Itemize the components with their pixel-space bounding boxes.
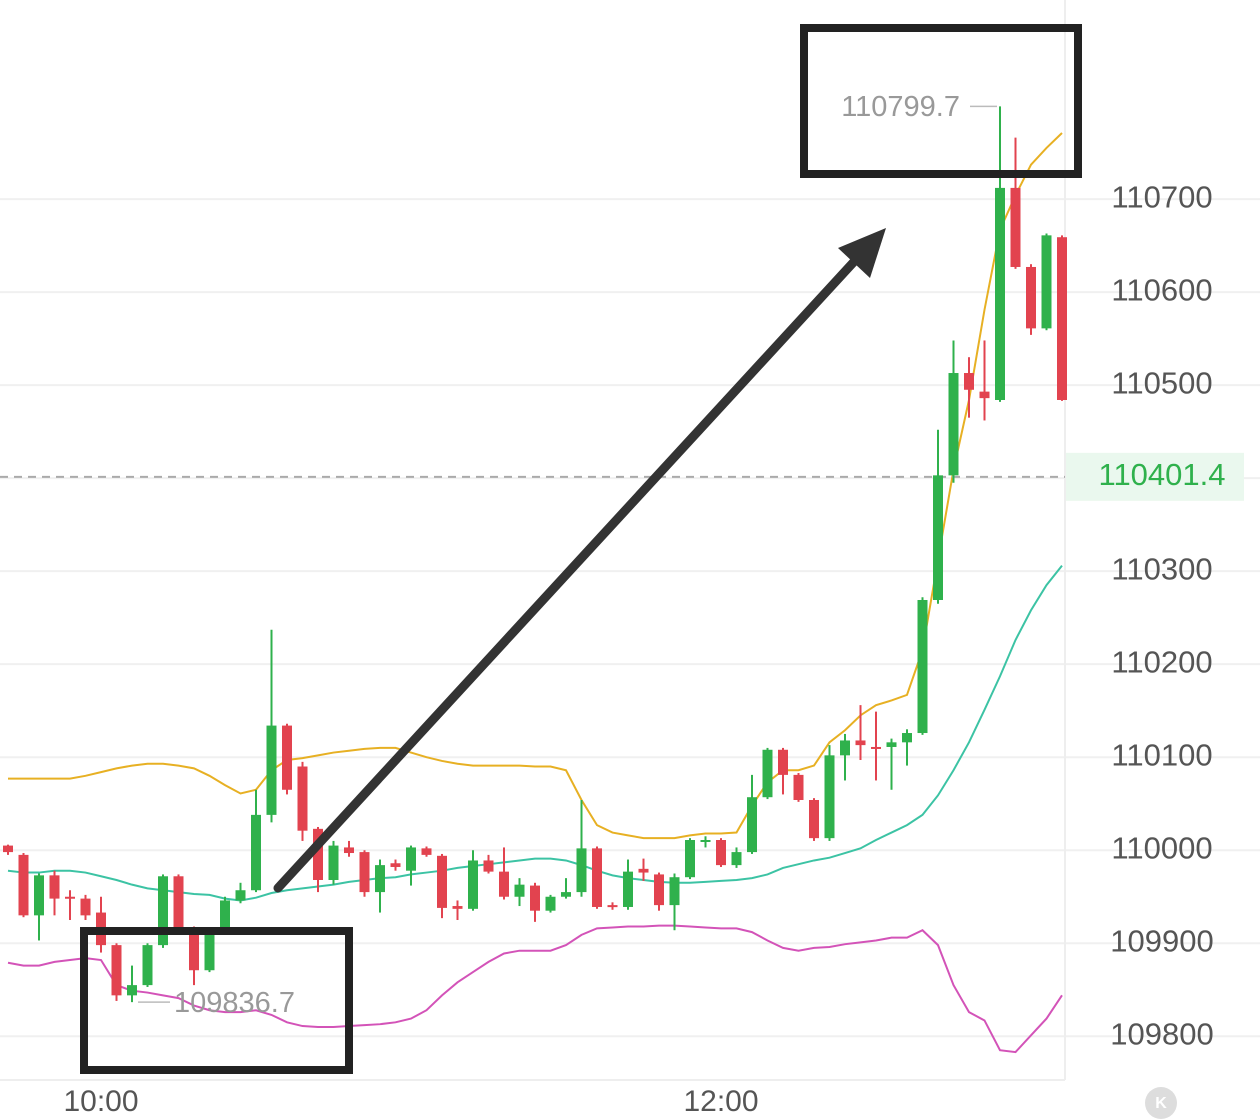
candle-body [251,814,261,891]
candle-body [654,874,664,906]
highlight-box [800,24,1082,178]
candle-body [437,855,447,908]
candle-body [483,860,494,872]
candle-body [530,885,540,911]
indicator-line [7,564,1063,902]
candle-body [747,797,757,853]
candle-body [979,391,990,399]
candle-body [189,930,199,971]
candle-body [855,740,866,746]
candle-body [158,876,168,946]
candle-body [313,828,323,880]
candle-body [406,847,416,871]
candle-body [933,475,943,600]
logo-text: K [1155,1095,1167,1112]
candle-body [1041,235,1052,329]
candle-body [328,845,339,880]
candle-body [809,800,819,839]
candle-body [1010,187,1021,267]
candle-body [607,905,618,908]
candle-body [127,985,137,996]
candle-body [80,898,91,916]
last-price-badge [1066,452,1244,501]
candle-body [948,373,959,476]
candle-body [917,600,928,734]
candle-body [344,847,354,854]
candle-body [902,733,912,743]
candle-body [731,852,742,866]
candle-body [18,854,29,916]
candle-body [840,740,850,756]
y-tick-label: 109800 [1110,1016,1213,1051]
candle-body [1026,266,1036,329]
plot [0,105,1067,1054]
candle-body [561,892,571,897]
candle-body [871,746,881,749]
candle-body [638,868,649,873]
candle-body [220,900,230,931]
arrow-head [838,228,886,278]
candle-body [545,896,556,911]
grid [0,198,1260,1038]
low-annotation: 109836.7 [174,987,295,1019]
candle-body [499,871,509,897]
candle-body [266,725,277,815]
y-tick-label: 110300 [1111,551,1212,586]
candle-body [685,840,695,878]
candle-body [716,840,726,866]
candle-body [375,865,385,893]
candle-body [824,755,835,839]
candle-body [452,906,463,909]
candle-body [623,871,633,907]
candle-body [390,863,401,867]
candle-body [700,840,711,842]
candle-body [49,875,60,899]
y-tick-label: 110500 [1111,365,1212,400]
candle-body [204,930,215,971]
candle-body [34,875,44,916]
y-tick-label: 110000 [1111,830,1212,865]
last-price-label: 110401.4 [1099,457,1226,492]
candle-body [762,749,773,798]
candle-body [995,187,1005,400]
candle-body [111,945,122,996]
x-tick-label: 12:00 [683,1085,758,1118]
candle-body [235,890,246,901]
indicator-line [7,924,1063,1054]
candle-body [592,848,602,907]
y-tick-label: 110100 [1111,737,1212,772]
trend-arrow [273,248,867,893]
x-tick-label: 10:00 [63,1085,138,1118]
candle-body [421,848,432,855]
highlight-box [80,927,353,1074]
candle-body [468,860,478,909]
candle-body [142,945,153,986]
candle-body [793,774,804,800]
y-tick-label: 110700 [1111,179,1212,214]
candle-body [3,845,13,853]
y-tick-label: 110600 [1111,272,1212,307]
candle-body [1057,237,1067,400]
candle-body [886,742,897,747]
logo [1145,1087,1177,1119]
candle-body [297,766,308,831]
candle-body [282,725,292,790]
high-annotation: 110799.7 [841,91,960,123]
y-tick-label: 109900 [1110,923,1213,958]
candle-body [669,877,680,906]
candle-body [778,749,788,775]
candle-body [964,373,974,390]
candle-body [514,884,525,897]
indicator-line [8,132,1063,840]
y-tick-label: 110200 [1111,644,1212,679]
candle-body [173,876,184,931]
candle-body [359,852,370,893]
candle-body [65,896,75,899]
candle-body [576,848,587,893]
